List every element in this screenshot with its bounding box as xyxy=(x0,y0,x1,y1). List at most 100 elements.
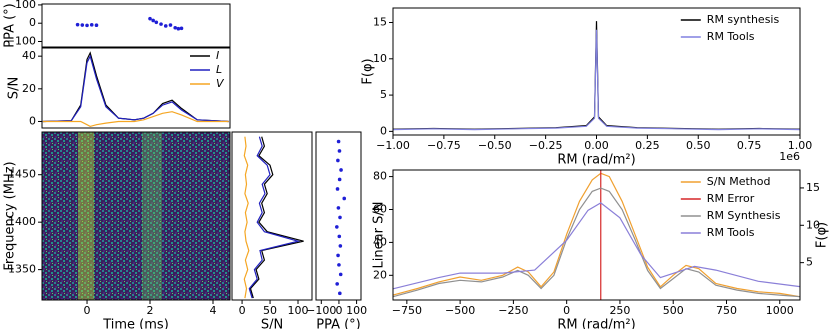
series-line xyxy=(42,54,229,123)
point xyxy=(337,177,342,182)
y-axis-label: F(φ) xyxy=(361,58,376,84)
legend-label: V xyxy=(216,77,225,90)
legend-label: RM Tools xyxy=(707,226,755,239)
y-tick-label: 0 xyxy=(29,114,36,127)
legend-label: RM Tools xyxy=(707,30,755,43)
x-tick-label: 0 xyxy=(335,304,342,317)
legend-label: L xyxy=(216,63,222,76)
point xyxy=(151,18,155,23)
y-axis-label: PPA (°) xyxy=(3,3,18,48)
y-tick-label: 0 xyxy=(29,16,36,29)
x-tick-label: −0.25 xyxy=(529,139,563,152)
x-tick-label: −500 xyxy=(445,304,475,317)
y-tick-label: 1450 xyxy=(8,168,36,181)
point xyxy=(179,26,184,31)
axes-frame xyxy=(41,47,231,129)
x-axis-label: RM (rad/m²) xyxy=(557,318,635,329)
point xyxy=(75,22,80,27)
burst-band xyxy=(142,132,162,300)
x-axis-label: S/N xyxy=(261,318,283,329)
y-tick-label: 15 xyxy=(373,16,387,29)
legend-label: RM Synthesis xyxy=(707,209,781,222)
point xyxy=(168,23,173,27)
axes-frame xyxy=(315,131,362,301)
point xyxy=(163,24,168,28)
point xyxy=(94,23,99,28)
point xyxy=(338,215,342,220)
waterfall-background xyxy=(42,132,230,300)
point xyxy=(337,149,342,153)
point xyxy=(342,196,347,201)
series-line xyxy=(248,136,301,299)
y-tick-label: 1400 xyxy=(8,215,36,228)
offset-text: 1e6 xyxy=(779,150,800,163)
axes-frame xyxy=(41,3,231,48)
point xyxy=(337,263,341,267)
series-line xyxy=(42,111,229,128)
y-tick-label: 40 xyxy=(373,235,387,248)
legend-label: S/N Method xyxy=(707,175,771,188)
axes-frame xyxy=(231,131,313,301)
x-axis-label: RM (rad/m²) xyxy=(557,153,635,168)
point xyxy=(335,282,339,286)
y-tick-label: −100 xyxy=(6,35,36,48)
axes-frame xyxy=(392,7,801,136)
point xyxy=(336,206,341,210)
point xyxy=(338,291,342,296)
y-tick-label: 60 xyxy=(373,202,387,215)
y-tick-label: 10 xyxy=(373,52,387,65)
x-tick-label: 500 xyxy=(663,304,684,317)
legend-label: RM Error xyxy=(707,192,755,205)
series-line xyxy=(243,136,250,299)
x-tick-label: 0 xyxy=(563,304,570,317)
x-tick-label: 50 xyxy=(263,304,277,317)
series-line xyxy=(42,51,229,123)
y-tick-label: 20 xyxy=(373,268,387,281)
point xyxy=(337,234,342,239)
x-axis-label: PPA (°) xyxy=(316,318,361,329)
x-tick-label: 750 xyxy=(716,304,737,317)
point xyxy=(85,23,89,28)
x-tick-label: 1.00 xyxy=(788,139,813,152)
y-tick-label: 20 xyxy=(22,82,36,95)
x-tick-label: −250 xyxy=(498,304,528,317)
x-tick-label: −100 xyxy=(306,304,336,317)
burst-band xyxy=(78,132,94,300)
series-line xyxy=(392,187,801,298)
x-tick-label: 0 xyxy=(84,304,91,317)
y-axis-label: S/N xyxy=(7,77,22,99)
legend-label: I xyxy=(216,49,219,62)
point xyxy=(339,168,343,172)
x-tick-label: 2 xyxy=(147,304,154,317)
x-tick-label: 1000 xyxy=(766,304,794,317)
point xyxy=(80,23,85,27)
x-tick-label: −0.50 xyxy=(478,139,512,152)
y-tick-label: 0 xyxy=(380,124,387,137)
y-tick-label: 1350 xyxy=(8,263,36,276)
x-tick-label: −1.00 xyxy=(376,139,410,152)
y2-tick-label: 5 xyxy=(806,256,813,269)
x-tick-label: 0.75 xyxy=(737,139,762,152)
point xyxy=(336,253,340,258)
y2-tick-label: 10 xyxy=(806,218,820,231)
point xyxy=(148,16,152,21)
x-tick-label: 100 xyxy=(288,304,309,317)
x-tick-label: 0.00 xyxy=(584,139,609,152)
point xyxy=(338,272,343,277)
x-tick-label: 0.25 xyxy=(635,139,660,152)
point xyxy=(336,158,340,163)
x-axis-label: Time (ms) xyxy=(102,318,169,329)
point xyxy=(336,139,341,144)
series-line xyxy=(392,202,801,290)
x-tick-label: −0.75 xyxy=(427,139,461,152)
point xyxy=(176,26,181,31)
point xyxy=(154,20,159,25)
point xyxy=(335,187,340,191)
point xyxy=(338,244,343,248)
y-axis-label: Linear S/N xyxy=(372,202,387,269)
legend-label: RM synthesis xyxy=(707,13,780,26)
y-tick-label: 40 xyxy=(22,49,36,62)
point xyxy=(159,22,163,26)
